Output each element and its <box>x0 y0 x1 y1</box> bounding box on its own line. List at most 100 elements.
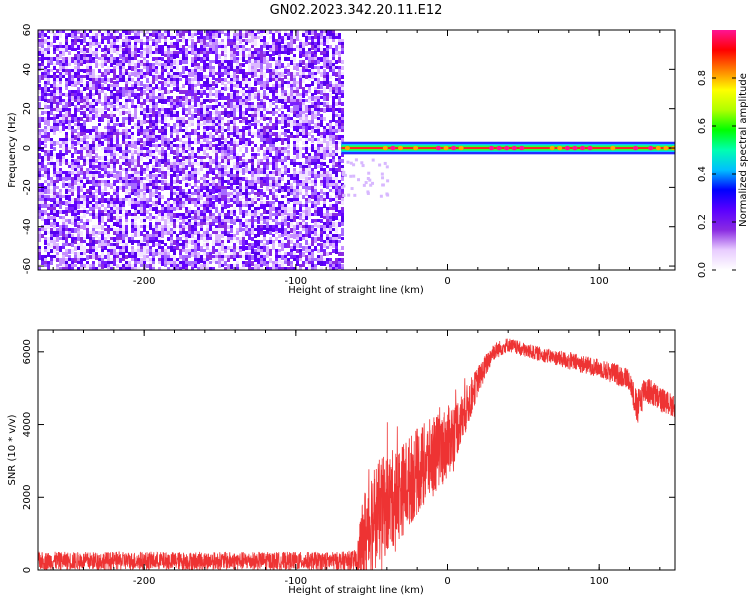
spectrogram-noise-cell <box>275 93 278 96</box>
spectrogram-noise-cell <box>230 252 233 255</box>
spectrogram-noise-cell <box>56 234 59 239</box>
spectrogram-noise-cell <box>269 132 272 136</box>
spectrogram-noise-cell <box>203 126 206 129</box>
spectrogram-noise-cell <box>218 147 221 152</box>
spectrogram-noise-cell <box>125 93 128 97</box>
spectrogram-noise-cell <box>242 114 245 117</box>
spectrogram-noise-cell <box>206 234 209 238</box>
spectrogram-noise-cell <box>80 204 83 208</box>
spectrogram-noise-cell <box>74 54 77 58</box>
spectrogram-noise-cell <box>41 54 44 59</box>
spectrogram-noise-cell <box>296 150 299 154</box>
spectrogram-noise-cell <box>176 75 179 79</box>
spectrogram-noise-cell <box>47 75 50 80</box>
spectrogram-noise-cell <box>203 57 206 60</box>
spectrogram-noise-cell <box>230 168 233 173</box>
spectrogram-noise-cell <box>95 48 98 51</box>
spectrogram-noise-cell <box>284 30 287 33</box>
spectrogram-noise-cell <box>107 66 110 70</box>
spectrogram-noise-cell <box>287 45 290 50</box>
spectrogram-noise-cell <box>191 267 194 270</box>
spectrogram-noise-cell <box>278 132 281 136</box>
spectrogram-noise-cell <box>293 84 296 87</box>
spectrogram-noise-cell <box>224 105 227 110</box>
spectrogram-noise-cell <box>254 51 257 55</box>
spectrogram-noise-cell <box>110 36 113 41</box>
spectrogram-noise-cell <box>74 123 77 126</box>
spectrogram-noise-cell <box>224 204 227 209</box>
spectrogram-noise-cell <box>140 60 143 63</box>
spectrogram-noise-cell <box>203 231 206 234</box>
spectrogram-noise-cell <box>218 216 221 221</box>
spectrogram-noise-cell <box>95 252 98 256</box>
spectrogram-noise-cell <box>206 93 209 98</box>
spectrogram-noise-cell <box>65 45 68 48</box>
spectrogram-noise-cell <box>65 207 68 211</box>
spectrogram-noise-cell <box>161 159 164 164</box>
spectrogram-noise-cell <box>260 75 263 79</box>
spectrogram-noise-cell <box>65 252 68 257</box>
spectrogram-noise-cell <box>164 108 167 112</box>
spectrogram-noise-cell <box>50 156 53 159</box>
spectrogram-noise-cell <box>185 57 188 61</box>
spectrogram-noise-cell <box>269 48 272 52</box>
spectrogram-noise-cell <box>263 216 266 221</box>
spectrogram-noise-cell <box>74 81 77 86</box>
spectrogram-noise-cell <box>173 231 176 234</box>
spectrogram-noise-cell <box>38 105 41 108</box>
spectrogram-noise-cell <box>128 66 131 70</box>
spectrogram-noise-cell <box>233 51 236 56</box>
spectrogram-noise-cell <box>143 120 146 124</box>
spectrogram-noise-cell <box>47 51 50 54</box>
spectrogram-noise-cell <box>152 228 155 231</box>
spectrogram-noise-cell <box>296 189 299 193</box>
spectrogram-noise-cell <box>152 108 155 111</box>
spectrogram-noise-cell <box>281 228 284 233</box>
spectrogram-noise-cell <box>260 108 263 111</box>
spectrogram-noise-cell <box>251 108 254 111</box>
spectrogram-noise-cell <box>191 93 194 97</box>
spectrogram-noise-cell <box>290 189 293 192</box>
spectrogram-noise-cell <box>257 246 260 249</box>
spectrogram-noise-cell <box>116 60 119 63</box>
spectrogram-noise-cell <box>251 183 254 187</box>
spectrogram-noise-cell <box>152 225 155 229</box>
spectrogram-noise-cell <box>236 267 239 270</box>
spectrogram-noise-cell <box>167 261 170 265</box>
spectrogram-noise-cell <box>245 90 248 95</box>
spectrogram-noise-cell <box>203 261 206 264</box>
spectrogram-noise-cell <box>152 96 155 100</box>
spectrogram-noise-cell <box>266 132 269 135</box>
spectrogram-noise-cell <box>89 69 92 74</box>
spectrogram-noise-cell <box>101 189 104 193</box>
spectrogram-noise-cell <box>83 144 86 148</box>
spectrogram-noise-cell <box>191 252 194 257</box>
spectrogram-noise-cell <box>275 207 278 212</box>
spectrogram-noise-cell <box>71 69 74 74</box>
spectrogram-noise-cell <box>188 99 191 102</box>
spectrogram-noise-cell <box>89 54 92 58</box>
spectrogram-noise-cell <box>41 75 44 80</box>
spectrogram-noise-cell <box>134 252 137 257</box>
spectrogram-noise-cell <box>206 252 209 255</box>
spectrogram-noise-cell <box>104 192 107 196</box>
spectrogram-noise-cell <box>284 99 287 102</box>
spectrogram-noise-cell <box>104 126 107 129</box>
spectrogram-noise-cell <box>152 123 155 127</box>
spectrogram-noise-cell <box>167 162 170 167</box>
spectrogram-noise-cell <box>221 171 224 176</box>
spectrogram-noise-cell <box>278 150 281 155</box>
spectrogram-noise-cell <box>251 177 254 180</box>
spectrogram-noise-cell <box>173 78 176 81</box>
spectrogram-noise-cell <box>209 219 212 223</box>
spectrogram-noise-cell <box>167 231 170 235</box>
spectrogram-noise-cell <box>254 69 257 73</box>
spectrogram-noise-cell <box>164 210 167 215</box>
spectrogram-noise-cell <box>194 153 197 158</box>
spectrogram-noise-cell <box>176 150 179 154</box>
spectrogram-noise-cell <box>83 210 86 213</box>
spectrogram-noise-cell <box>158 237 161 241</box>
spectrogram-noise-cell <box>113 75 116 80</box>
spectrogram-noise-cell <box>236 165 239 168</box>
spectrogram-noise-cell <box>146 201 149 204</box>
